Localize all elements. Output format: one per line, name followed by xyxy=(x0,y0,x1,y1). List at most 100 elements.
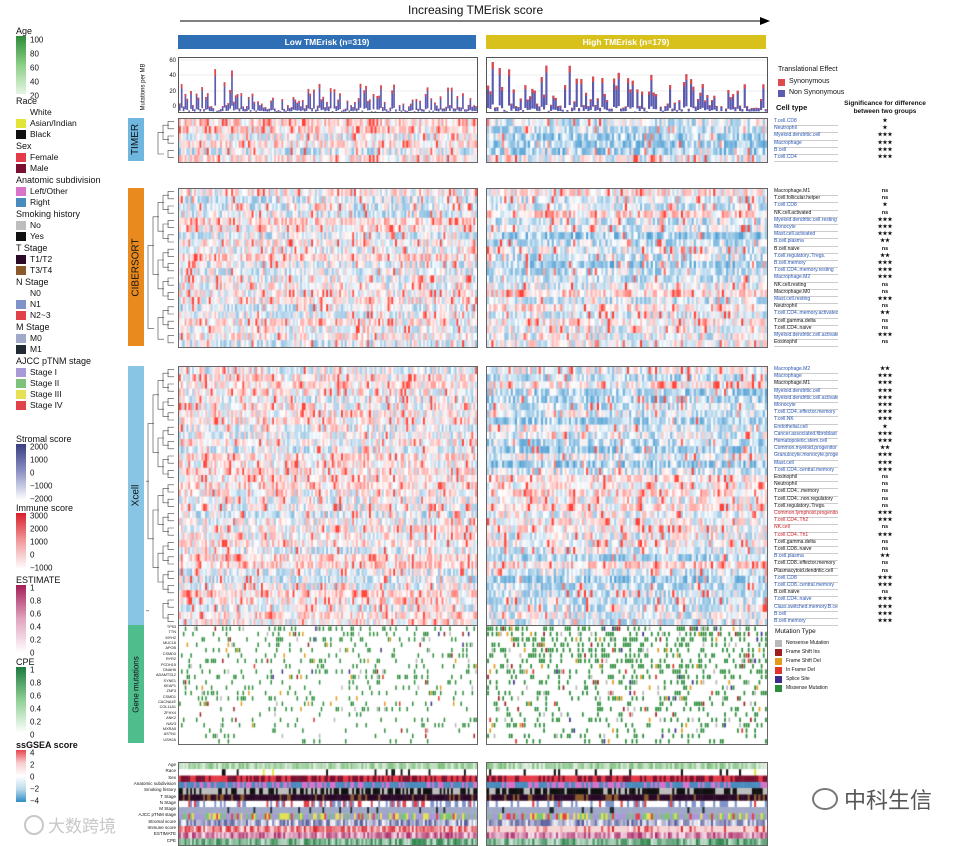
gene-label: USH2A xyxy=(148,738,176,743)
significance-mark: ★★★ xyxy=(838,611,932,618)
heatmap-cibersort-low xyxy=(178,188,478,348)
significance-mark: ★★ xyxy=(838,238,932,245)
age-legend-title: Age xyxy=(16,26,126,36)
section-label-xcell: Xcell xyxy=(128,366,144,625)
annotation-track-high xyxy=(486,762,768,846)
significance-mark: ★★★ xyxy=(838,517,932,524)
significance-mark: ★★★ xyxy=(838,154,932,161)
mutation-axis-label: Mutations per MB xyxy=(140,58,158,118)
stromal-legend: Stromal score 2000 1000 0 −1000 −2000 xyxy=(16,434,72,500)
dendrogram-cibersort xyxy=(146,188,176,346)
heatmap-xcell-low xyxy=(178,366,478,627)
heatmap-timer-high xyxy=(486,118,768,163)
annotation-track-low xyxy=(178,762,478,846)
annotation-row-label: CPE xyxy=(100,838,176,844)
significance-mark: ns xyxy=(838,503,932,510)
significance-mark: ★★★ xyxy=(838,467,932,474)
significance-mark: ★ xyxy=(838,202,932,209)
significance-header: Significance for difference between two … xyxy=(838,100,932,116)
significance-mark: ★★★ xyxy=(838,452,932,459)
significance-mark: ★★★ xyxy=(838,388,932,395)
section-label-gene-mutations: Gene mutations xyxy=(128,625,144,743)
significance-mark: ns xyxy=(838,496,932,503)
ssgsea-legend: ssGSEA score 4 2 0 −2 −4 xyxy=(16,740,78,802)
significance-mark: ns xyxy=(838,188,932,195)
significance-mark: ns xyxy=(838,282,932,289)
significance-mark: ★★★ xyxy=(838,582,932,589)
significance-mark: ★★★ xyxy=(838,431,932,438)
watermark-left: 大数跨境 xyxy=(24,812,116,837)
significance-mark: ns xyxy=(838,325,932,332)
significance-mark: ★★★ xyxy=(838,604,932,611)
age-gradient: 100 80 60 40 20 xyxy=(16,36,126,94)
wechat-icon xyxy=(812,788,838,810)
mutation-type-item: Frame Shift Ins xyxy=(775,648,829,657)
watermark-logo-icon xyxy=(24,815,44,835)
gene-mutation-matrix-low xyxy=(178,625,478,745)
significance-mark: ns xyxy=(838,289,932,296)
significance-mark: ★★★ xyxy=(838,416,932,423)
significance-mark: ★★★ xyxy=(838,296,932,303)
cell-type-label: Eosinophil xyxy=(774,339,838,347)
significance-mark: ★★★ xyxy=(838,332,932,339)
mutation-burden-bars-high xyxy=(486,57,768,113)
significance-mark: ★★★ xyxy=(838,460,932,467)
mutation-type-item: Frame Shift Del xyxy=(775,657,829,666)
heatmap-cibersort-high xyxy=(486,188,768,348)
significance-mark: ns xyxy=(838,539,932,546)
significance-mark: ns xyxy=(838,318,932,325)
significance-mark: ns xyxy=(838,246,932,253)
significance-mark: ★★★ xyxy=(838,140,932,147)
significance-mark: ★★ xyxy=(838,253,932,260)
figure-title: Increasing TMErisk score xyxy=(408,3,543,17)
mutation-type-item: In Frame Del xyxy=(775,666,829,675)
heatmap-xcell-high xyxy=(486,366,768,627)
significance-mark: ns xyxy=(838,474,932,481)
cell-type-header: Cell type xyxy=(776,103,807,112)
mutation-axis-ticks: 60 40 20 0 xyxy=(166,58,178,112)
significance-mark: ns xyxy=(838,210,932,217)
significance-mark: ★★★ xyxy=(838,217,932,224)
mutation-type-item: Nonsense Mutation xyxy=(775,639,829,648)
significance-mark: ★★★ xyxy=(838,132,932,139)
direction-arrow xyxy=(180,16,770,26)
significance-mark: ★ xyxy=(838,424,932,431)
section-label-cibersort: CIBERSORT xyxy=(128,188,144,346)
mutation-type-item: Splice Site xyxy=(775,675,829,684)
significance-mark: ★★★ xyxy=(838,532,932,539)
significance-mark: ★★★ xyxy=(838,274,932,281)
low-group-header: Low TMErisk (n=319) xyxy=(178,35,476,49)
significance-mark: ns xyxy=(838,560,932,567)
section-label-timer: TIMER xyxy=(128,118,144,161)
cpe-legend: CPE 1 0.8 0.6 0.4 0.2 0 xyxy=(16,657,35,733)
dendrogram-timer xyxy=(146,118,176,161)
mutation-burden-bars-low xyxy=(178,57,478,113)
significance-mark: ★★★ xyxy=(838,395,932,402)
heatmap-timer-low xyxy=(178,118,478,163)
significance-mark: ★★ xyxy=(838,310,932,317)
significance-mark: ★★★ xyxy=(838,380,932,387)
watermark-right: 中科生信 xyxy=(812,783,932,815)
significance-mark: ★★★ xyxy=(838,596,932,603)
significance-mark: ns xyxy=(838,524,932,531)
significance-mark: ns xyxy=(838,488,932,495)
cell-type-label: B.cell.memory xyxy=(774,618,838,626)
significance-mark: ★★ xyxy=(838,553,932,560)
translational-effect-legend: Translational Effect Synonymous Non Syno… xyxy=(778,65,844,98)
significance-mark: ns xyxy=(838,568,932,575)
significance-mark: ★★★ xyxy=(838,147,932,154)
estimate-legend: ESTIMATE 1 0.8 0.6 0.4 0.2 0 xyxy=(16,575,60,653)
immune-legend: Immune score 3000 2000 1000 0 −1000 xyxy=(16,503,73,569)
significance-mark: ns xyxy=(838,481,932,488)
mutation-type-item: Missense Mutation xyxy=(775,684,829,693)
gene-mutation-matrix-high xyxy=(486,625,768,745)
